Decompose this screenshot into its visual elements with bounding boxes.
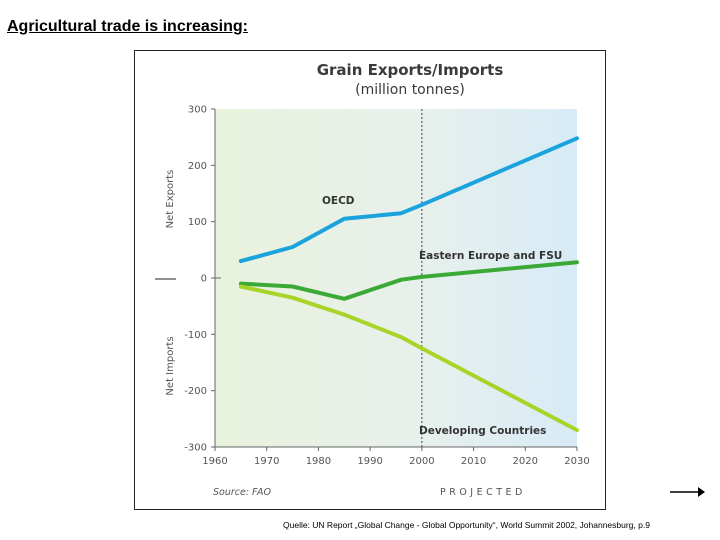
x-tick-label: 2000: [409, 456, 434, 467]
series-line-1: [238, 136, 579, 264]
source-note: Source: FAO: [213, 487, 271, 498]
y-axis-label-net-imports: Net Imports: [165, 336, 176, 395]
source-caption: Quelle: UN Report „Global Change - Globa…: [283, 520, 650, 530]
x-tick-label: 1960: [202, 456, 227, 467]
series-label-3: Developing Countries: [419, 425, 546, 437]
projected-label: PROJECTED: [440, 487, 526, 498]
chart-subtitle: (million tonnes): [355, 82, 465, 98]
y-tick-label: -100: [184, 330, 207, 341]
y-tick-label: -300: [184, 443, 207, 454]
slide-title: Agricultural trade is increasing:: [7, 18, 248, 35]
chart-figure: Grain Exports/Imports (million tonnes) 3…: [134, 50, 606, 510]
y-axis-label-net-exports: Net Exports: [165, 170, 176, 229]
grain-trade-chart: Grain Exports/Imports (million tonnes) 3…: [155, 61, 590, 498]
arrow-icon: [670, 487, 705, 497]
x-tick-label: 2010: [461, 456, 486, 467]
series-label-1: OECD: [322, 195, 355, 207]
y-tick-label: -200: [184, 386, 207, 397]
y-tick-label: 100: [188, 217, 207, 228]
series-line-2: [238, 260, 579, 301]
chart-title: Grain Exports/Imports: [317, 61, 504, 79]
y-tick-label: 0: [201, 274, 207, 285]
x-tick-label: 1980: [306, 456, 331, 467]
x-tick-label: 2020: [513, 456, 538, 467]
x-tick-label: 1970: [254, 456, 279, 467]
y-tick-label: 300: [188, 105, 207, 116]
series-label-2: Eastern Europe and FSU: [419, 250, 562, 262]
series-lines: OECD Eastern Europe and FSU Developing Cou…: [238, 136, 579, 437]
x-tick-label: 1990: [357, 456, 382, 467]
y-tick-label: 200: [188, 161, 207, 172]
series-line-3: [238, 284, 579, 433]
x-tick-label: 2030: [564, 456, 589, 467]
